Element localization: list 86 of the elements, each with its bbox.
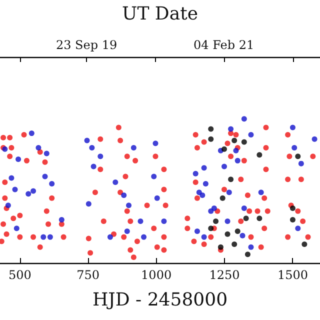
point bbox=[218, 244, 224, 250]
point bbox=[14, 226, 20, 232]
point bbox=[30, 188, 36, 194]
point bbox=[222, 146, 227, 152]
point bbox=[213, 218, 219, 224]
point bbox=[90, 164, 96, 170]
point bbox=[240, 232, 246, 238]
point bbox=[36, 144, 42, 150]
point bbox=[232, 242, 238, 248]
point bbox=[196, 190, 202, 196]
point bbox=[224, 231, 230, 237]
point bbox=[194, 228, 200, 234]
x2-tick-label: 04 Feb 21 bbox=[194, 38, 254, 52]
point bbox=[42, 174, 48, 180]
point bbox=[241, 139, 247, 145]
x-tick-label: 1250 bbox=[209, 268, 240, 282]
point bbox=[233, 148, 239, 154]
point bbox=[152, 140, 158, 146]
point bbox=[16, 156, 22, 162]
point bbox=[241, 116, 247, 122]
point bbox=[298, 160, 304, 166]
point bbox=[228, 126, 234, 132]
point bbox=[226, 190, 232, 196]
point bbox=[224, 218, 230, 224]
point bbox=[220, 195, 226, 201]
point bbox=[244, 252, 250, 258]
x2-axis-title: UT Date bbox=[122, 4, 198, 24]
x-tick-label: 1000 bbox=[141, 268, 172, 282]
point bbox=[295, 226, 301, 232]
point bbox=[222, 164, 227, 170]
point bbox=[130, 144, 136, 150]
point bbox=[107, 234, 113, 240]
point bbox=[154, 195, 160, 201]
point bbox=[121, 192, 127, 198]
point bbox=[49, 180, 55, 186]
point bbox=[295, 154, 301, 160]
point bbox=[302, 242, 308, 248]
point bbox=[112, 180, 118, 186]
point bbox=[208, 208, 214, 214]
point bbox=[12, 186, 18, 192]
point bbox=[124, 228, 130, 234]
point bbox=[241, 205, 247, 211]
point bbox=[201, 234, 207, 240]
point bbox=[86, 201, 92, 207]
point bbox=[290, 124, 296, 130]
point bbox=[141, 234, 147, 240]
point bbox=[258, 190, 264, 196]
point bbox=[47, 234, 53, 240]
point bbox=[28, 130, 34, 136]
point bbox=[256, 152, 262, 158]
point bbox=[151, 174, 157, 180]
point bbox=[8, 175, 14, 181]
point bbox=[248, 132, 254, 138]
point bbox=[138, 218, 144, 224]
point bbox=[290, 217, 296, 223]
point bbox=[192, 170, 198, 176]
point bbox=[44, 150, 50, 156]
point bbox=[208, 126, 214, 132]
point bbox=[201, 165, 207, 171]
point bbox=[292, 144, 298, 150]
x2-tick-label: 23 Sep 19 bbox=[56, 38, 118, 52]
point bbox=[58, 217, 64, 223]
point bbox=[248, 244, 254, 250]
point bbox=[208, 136, 214, 142]
x-tick-label: 1500 bbox=[277, 268, 308, 282]
point bbox=[40, 234, 46, 240]
point bbox=[312, 136, 318, 142]
point bbox=[126, 202, 132, 208]
point bbox=[232, 138, 238, 144]
point bbox=[98, 154, 104, 160]
point bbox=[161, 218, 167, 224]
point bbox=[89, 144, 95, 150]
point bbox=[26, 191, 32, 197]
x-tick-label: 500 bbox=[8, 268, 32, 282]
point bbox=[256, 216, 262, 222]
point bbox=[228, 176, 234, 182]
point bbox=[202, 180, 208, 186]
point bbox=[84, 138, 90, 144]
point bbox=[290, 205, 296, 211]
x-tick-label: 750 bbox=[76, 268, 100, 282]
point bbox=[243, 216, 249, 222]
point bbox=[234, 158, 240, 164]
point bbox=[234, 228, 240, 234]
point bbox=[5, 202, 11, 208]
point bbox=[208, 226, 214, 232]
x-axis-title: HJD - 2458000 bbox=[92, 290, 228, 310]
